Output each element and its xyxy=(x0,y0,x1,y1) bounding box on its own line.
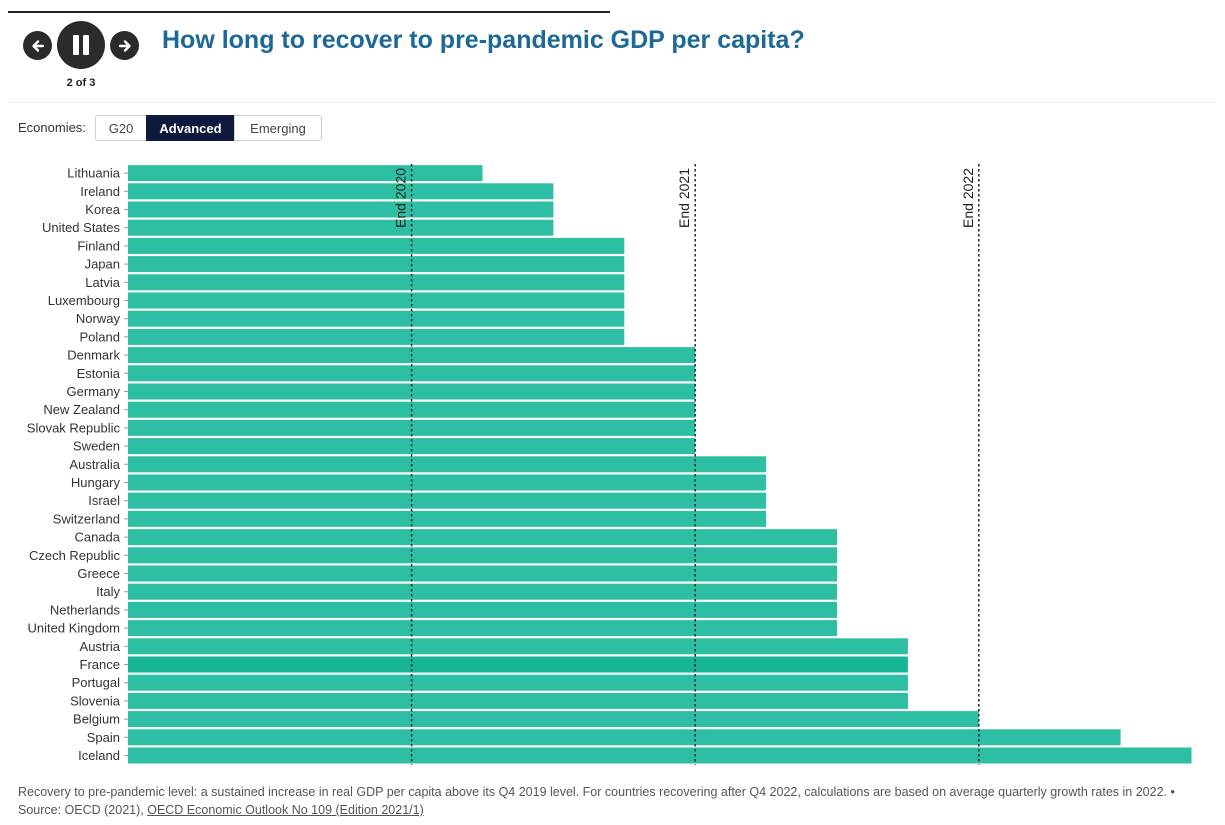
label-austria: Austria xyxy=(80,639,121,654)
label-spain: Spain xyxy=(87,730,120,745)
label-greece: Greece xyxy=(77,566,120,581)
label-united-states: United States xyxy=(42,220,121,235)
recovery-bar-chart: Lithuania Ireland Korea United States Finlan… xyxy=(27,164,1192,765)
filter-option-g20[interactable]: G20 xyxy=(95,115,147,141)
bar-australia[interactable] xyxy=(128,456,767,473)
slide-counter: 2 of 3 xyxy=(66,77,96,89)
label-slovak-republic: Slovak Republic xyxy=(27,420,121,435)
bar-united-kingdom[interactable] xyxy=(128,620,837,637)
label-iceland: Iceland xyxy=(78,748,120,763)
label-lithuania: Lithuania xyxy=(67,166,121,181)
label-united-kingdom: United Kingdom xyxy=(28,621,121,636)
top-rule xyxy=(8,11,610,13)
category-labels: Lithuania Ireland Korea United States Finlan… xyxy=(27,166,128,763)
bar-slovak-republic[interactable] xyxy=(128,419,696,436)
bar-belgium[interactable] xyxy=(128,711,979,728)
bar-hungary[interactable] xyxy=(128,474,767,491)
bar-latvia[interactable] xyxy=(128,274,625,291)
label-korea: Korea xyxy=(85,202,120,217)
bar-spain[interactable] xyxy=(128,729,1121,746)
bar-iceland[interactable] xyxy=(128,747,1192,764)
ref-label-end-2021: End 2021 xyxy=(676,168,692,228)
economies-filter-label: Economies: xyxy=(18,120,86,135)
bar-austria[interactable] xyxy=(128,638,908,655)
page-title: How long to recover to pre-pandemic GDP … xyxy=(162,26,805,54)
previous-button[interactable] xyxy=(23,31,52,60)
pause-icon xyxy=(71,35,91,55)
bar-czech-republic[interactable] xyxy=(128,547,837,564)
bar-luxembourg[interactable] xyxy=(128,292,625,309)
bar-israel[interactable] xyxy=(128,492,767,509)
label-norway: Norway xyxy=(76,311,121,326)
label-switzerland: Switzerland xyxy=(53,511,120,526)
label-france: France xyxy=(80,657,120,672)
label-italy: Italy xyxy=(96,584,120,599)
bar-korea[interactable] xyxy=(128,201,554,218)
label-luxembourg: Luxembourg xyxy=(48,293,120,308)
header-divider xyxy=(8,102,1216,103)
bar-finland[interactable] xyxy=(128,237,625,254)
label-estonia: Estonia xyxy=(77,366,121,381)
label-israel: Israel xyxy=(88,493,120,508)
bar-estonia[interactable] xyxy=(128,365,696,382)
footer-note-text: Recovery to pre-pandemic level: a sustai… xyxy=(18,785,1175,817)
label-ireland: Ireland xyxy=(80,184,120,199)
label-germany: Germany xyxy=(67,384,121,399)
label-finland: Finland xyxy=(77,238,120,253)
reference-lines: End 2020 End 2021 End 2022 xyxy=(393,164,980,765)
footer-note: Recovery to pre-pandemic level: a sustai… xyxy=(18,783,1208,819)
bar-norway[interactable] xyxy=(128,310,625,327)
label-belgium: Belgium xyxy=(73,712,120,727)
label-sweden: Sweden xyxy=(73,439,120,454)
bar-ireland[interactable] xyxy=(128,183,554,200)
bar-poland[interactable] xyxy=(128,328,625,345)
label-australia: Australia xyxy=(69,457,120,472)
arrow-left-icon xyxy=(31,39,44,52)
pause-button[interactable] xyxy=(57,21,105,69)
ref-label-end-2022: End 2022 xyxy=(960,168,976,228)
label-latvia: Latvia xyxy=(85,275,120,290)
label-japan: Japan xyxy=(85,257,120,272)
bar-portugal[interactable] xyxy=(128,674,908,691)
next-button[interactable] xyxy=(110,31,139,60)
bar-lithuania[interactable] xyxy=(128,165,483,182)
arrow-right-icon xyxy=(118,39,131,52)
bar-italy[interactable] xyxy=(128,583,837,600)
filter-option-emerging[interactable]: Emerging xyxy=(234,115,322,141)
bar-japan[interactable] xyxy=(128,256,625,273)
label-netherlands: Netherlands xyxy=(50,602,121,617)
label-denmark: Denmark xyxy=(67,348,120,363)
label-poland: Poland xyxy=(80,329,120,344)
label-czech-republic: Czech Republic xyxy=(29,548,121,563)
label-hungary: Hungary xyxy=(71,475,121,490)
source-link[interactable]: OECD Economic Outlook No 109 (Edition 20… xyxy=(147,803,424,817)
bar-france[interactable] xyxy=(128,656,908,673)
label-portugal: Portugal xyxy=(72,675,121,690)
bar-netherlands[interactable] xyxy=(128,601,837,618)
bar-switzerland[interactable] xyxy=(128,510,767,527)
label-slovenia: Slovenia xyxy=(70,693,121,708)
bar-greece[interactable] xyxy=(128,565,837,582)
label-new-zealand: New Zealand xyxy=(43,402,120,417)
bar-slovenia[interactable] xyxy=(128,692,908,709)
bar-united-states[interactable] xyxy=(128,219,554,236)
label-canada: Canada xyxy=(74,530,120,545)
filter-option-advanced[interactable]: Advanced xyxy=(146,115,235,141)
bar-canada[interactable] xyxy=(128,529,837,546)
ref-label-end-2020: End 2020 xyxy=(393,168,409,228)
bars xyxy=(128,165,1192,764)
